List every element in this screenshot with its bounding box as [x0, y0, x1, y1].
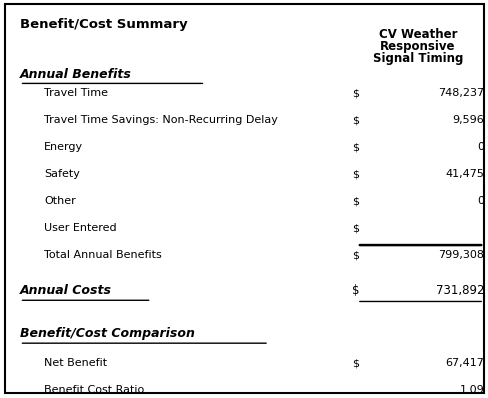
Text: Signal Timing: Signal Timing	[372, 52, 462, 64]
Text: Benefit/Cost Summary: Benefit/Cost Summary	[20, 18, 187, 31]
Text: CV Weather: CV Weather	[378, 28, 456, 41]
Text: Benefit/Cost Comparison: Benefit/Cost Comparison	[20, 327, 194, 340]
Text: $: $	[351, 223, 358, 233]
Text: 731,892: 731,892	[435, 285, 483, 297]
Text: $: $	[351, 142, 358, 152]
Text: 41,475: 41,475	[445, 169, 483, 179]
Text: Travel Time Savings: Non-Recurring Delay: Travel Time Savings: Non-Recurring Delay	[44, 115, 277, 125]
Text: $: $	[351, 250, 358, 260]
Text: Travel Time: Travel Time	[44, 88, 108, 98]
Text: 1.09: 1.09	[458, 385, 483, 395]
Text: Annual Benefits: Annual Benefits	[20, 68, 131, 80]
Text: 0: 0	[476, 142, 483, 152]
Text: 748,237: 748,237	[437, 88, 483, 98]
Text: $: $	[351, 169, 358, 179]
Text: Benefit Cost Ratio: Benefit Cost Ratio	[44, 385, 144, 395]
Text: $: $	[351, 88, 358, 98]
Text: $: $	[351, 196, 358, 206]
Text: $: $	[351, 285, 359, 297]
Text: 67,417: 67,417	[445, 358, 483, 368]
FancyBboxPatch shape	[5, 4, 483, 393]
Text: User Entered: User Entered	[44, 223, 117, 233]
Text: $: $	[351, 115, 358, 125]
Text: 0: 0	[476, 196, 483, 206]
Text: $: $	[351, 358, 358, 368]
Text: Energy: Energy	[44, 142, 83, 152]
Text: Annual Costs: Annual Costs	[20, 285, 111, 297]
Text: Total Annual Benefits: Total Annual Benefits	[44, 250, 162, 260]
Text: Responsive: Responsive	[380, 40, 455, 53]
Text: 799,308: 799,308	[437, 250, 483, 260]
Text: Net Benefit: Net Benefit	[44, 358, 107, 368]
Text: Other: Other	[44, 196, 76, 206]
Text: 9,596: 9,596	[451, 115, 483, 125]
Text: Safety: Safety	[44, 169, 80, 179]
